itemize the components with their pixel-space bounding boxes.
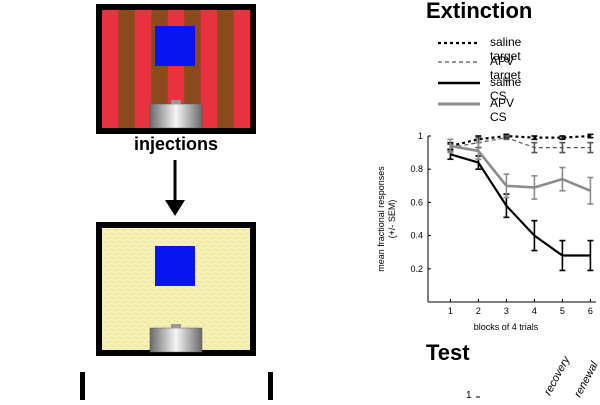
x-tick-label: 5 xyxy=(560,306,565,316)
stripe xyxy=(118,10,136,128)
legend-swatch-gray-solid xyxy=(438,102,480,106)
y-tick-label: 0.8 xyxy=(410,164,423,174)
series-line-APV-CS xyxy=(450,144,591,192)
x-tick-label: 2 xyxy=(476,306,481,316)
test-title: Test xyxy=(426,340,470,365)
context-diagram: injections xyxy=(80,4,273,400)
x-tick-label: 6 xyxy=(588,306,593,316)
series-line-saline-CS xyxy=(450,153,591,257)
x-axis-label: blocks of 4 trials xyxy=(474,322,539,332)
legend-label: APV target xyxy=(490,54,521,82)
context-a-speaker-icon xyxy=(149,100,203,129)
y-tick-label: 0.6 xyxy=(410,197,423,207)
stripe xyxy=(134,10,152,128)
stripe xyxy=(217,10,234,128)
results-panel: Extinction saline target APV target sali… xyxy=(360,0,600,400)
test-chart-partial: recovery renewal 1 xyxy=(466,353,600,400)
x-tick-label: 1 xyxy=(448,306,453,316)
legend-swatch-dashed xyxy=(438,61,480,63)
legend-swatch-dotted xyxy=(438,41,480,45)
injections-label: injections xyxy=(133,134,218,154)
x-tick-label: 4 xyxy=(532,306,537,316)
legend-label: saline target xyxy=(490,35,522,63)
context-a-blue-square xyxy=(155,26,195,66)
context-c-right-edge xyxy=(268,372,273,400)
context-b-box xyxy=(96,222,256,356)
y-tick-label: 0.2 xyxy=(410,264,423,274)
context-a-box xyxy=(96,4,256,134)
x-tick-label: 3 xyxy=(504,306,509,316)
legend-swatch-black-solid xyxy=(438,81,480,85)
stripe xyxy=(233,10,251,128)
context-c-left-edge xyxy=(80,372,85,400)
y-axis-label: mean fractional responses xyxy=(376,166,386,272)
legend-label: saline CS xyxy=(490,75,522,103)
y-tick-label: 0.4 xyxy=(410,231,423,241)
extinction-title: Extinction xyxy=(426,0,533,23)
context-diagram-svg xyxy=(80,4,273,400)
context-b-speaker-icon xyxy=(149,324,203,353)
stripe xyxy=(102,10,119,128)
legend-label: APV CS xyxy=(490,96,515,124)
y-axis-label: (+/- SEM) xyxy=(387,200,397,239)
y-tick-label: 1 xyxy=(418,131,423,141)
series-line-APV-target xyxy=(450,137,591,149)
extinction-chart: 0.2 0.4 0.6 0.8 1 1 2 3 4 5 6 blocks of 4 trials mea… xyxy=(376,131,596,332)
context-b-blue-square xyxy=(155,246,195,286)
test-label-renewal: renewal xyxy=(572,359,600,399)
injection-arrow-icon xyxy=(165,160,185,216)
stripe xyxy=(200,10,218,128)
test-label-recovery: recovery xyxy=(542,353,573,397)
test-tick-1: 1 xyxy=(466,390,472,400)
